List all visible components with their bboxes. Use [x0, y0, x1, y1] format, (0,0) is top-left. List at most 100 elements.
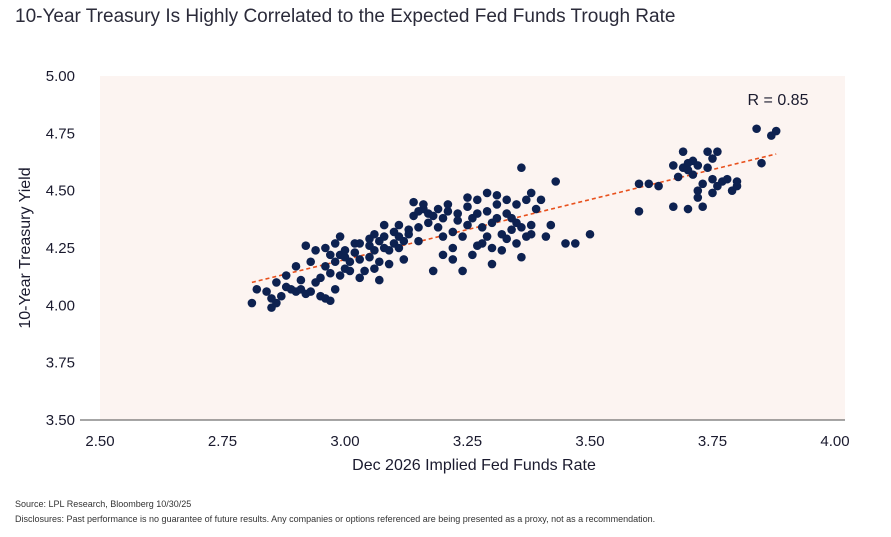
data-point	[473, 241, 482, 251]
data-point	[453, 216, 463, 225]
data-point	[355, 273, 365, 283]
data-point	[526, 220, 536, 230]
data-point	[448, 227, 458, 237]
data-point	[585, 229, 595, 239]
data-point	[291, 262, 301, 271]
data-point	[375, 275, 384, 285]
data-point	[321, 243, 330, 253]
data-point	[409, 197, 418, 207]
data-point	[512, 239, 521, 248]
data-point	[492, 213, 502, 223]
data-point	[443, 200, 453, 209]
data-point	[296, 275, 306, 285]
data-point	[536, 195, 546, 205]
data-point	[482, 188, 492, 198]
y-tick-label: 5.00	[46, 68, 75, 85]
data-point	[463, 193, 472, 202]
data-point	[399, 236, 409, 246]
data-point	[507, 225, 516, 234]
data-point	[355, 239, 365, 248]
data-point	[350, 248, 360, 257]
data-point	[463, 202, 472, 212]
data-point	[752, 124, 761, 134]
data-point	[370, 245, 379, 255]
data-point	[517, 163, 526, 173]
data-point	[384, 259, 394, 269]
data-point	[693, 186, 703, 195]
data-point	[757, 158, 766, 168]
data-point	[252, 284, 262, 294]
data-point	[473, 209, 482, 218]
chart-title: 10-Year Treasury Is Highly Correlated to…	[15, 6, 676, 27]
data-point	[654, 181, 663, 191]
data-points	[247, 124, 781, 312]
data-point	[335, 271, 345, 280]
data-point	[771, 126, 781, 136]
data-point	[428, 211, 438, 221]
data-point	[379, 232, 389, 241]
y-tick-label: 4.25	[46, 240, 75, 257]
data-point	[688, 170, 698, 179]
y-tick-labels: 3.50 3.75 4.00 4.25 4.50 4.75 5.00	[46, 68, 75, 429]
source-note: Source: LPL Research, Bloomberg 10/30/25	[15, 499, 192, 509]
data-point	[546, 220, 556, 230]
data-point	[551, 177, 560, 186]
data-point	[453, 209, 463, 218]
data-point	[482, 207, 492, 216]
plot-background	[100, 76, 845, 420]
x-tick-label: 3.75	[698, 433, 727, 450]
data-point	[326, 250, 335, 260]
data-point	[399, 255, 409, 264]
data-point	[698, 179, 707, 189]
data-point	[306, 287, 316, 296]
data-point	[262, 287, 271, 296]
data-point	[272, 278, 281, 287]
data-point	[326, 296, 335, 306]
data-point	[492, 200, 502, 209]
data-point	[438, 213, 448, 223]
y-tick-label: 4.50	[46, 183, 75, 200]
data-point	[433, 223, 443, 232]
data-point	[458, 266, 467, 276]
data-point	[247, 298, 257, 308]
data-point	[708, 174, 717, 184]
data-point	[438, 232, 448, 241]
correlation-annotation: R = 0.85	[748, 92, 809, 109]
data-point	[414, 223, 423, 232]
data-point	[634, 207, 644, 216]
x-tick-label: 2.50	[85, 433, 114, 450]
y-tick-label: 4.75	[46, 125, 75, 142]
data-point	[487, 259, 497, 269]
data-point	[365, 252, 374, 262]
data-point	[541, 232, 551, 241]
data-point	[502, 234, 512, 244]
x-tick-label: 2.75	[208, 433, 237, 450]
data-point	[321, 262, 330, 271]
data-point	[512, 218, 521, 228]
data-point	[683, 204, 693, 214]
data-point	[448, 255, 458, 264]
disclosure-note: Disclosures: Past performance is no guar…	[15, 514, 656, 524]
data-point	[634, 179, 644, 189]
data-point	[379, 220, 389, 230]
data-point	[311, 245, 320, 255]
data-point	[301, 241, 311, 251]
data-point	[473, 195, 482, 205]
data-point	[722, 174, 732, 184]
data-point	[693, 161, 703, 170]
data-point	[571, 239, 580, 248]
data-point	[468, 250, 477, 260]
data-point	[703, 147, 712, 156]
x-tick-label: 3.50	[575, 433, 604, 450]
data-point	[477, 223, 487, 232]
data-point	[443, 207, 453, 216]
data-point	[703, 163, 712, 173]
data-point	[673, 172, 683, 182]
y-tick-label: 4.00	[46, 297, 75, 314]
data-point	[326, 268, 335, 278]
y-tick-label: 3.50	[46, 412, 75, 429]
data-point	[512, 200, 521, 209]
data-point	[531, 204, 541, 214]
